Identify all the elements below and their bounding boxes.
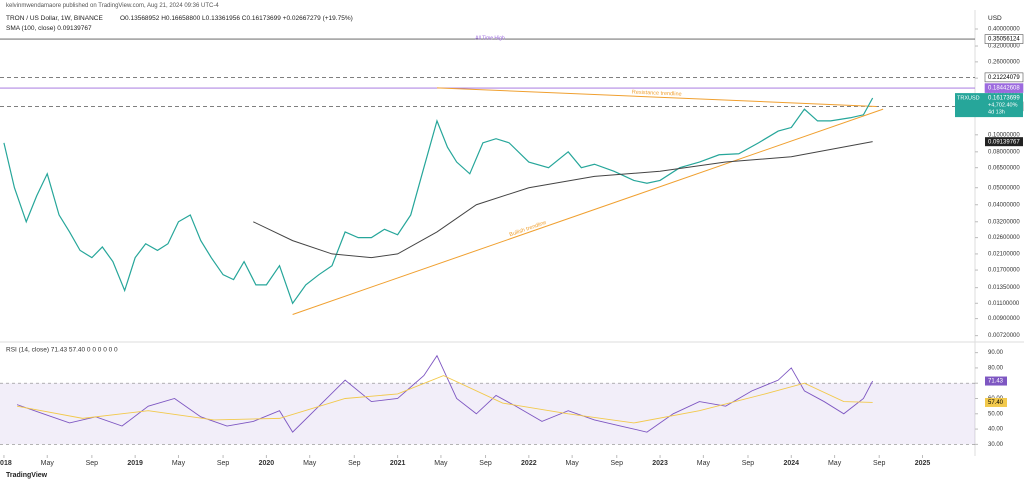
ohlc: O0.13568952 H0.16658800 L0.13361956 C0.1… bbox=[120, 15, 353, 22]
y-tick-label: 0.01100000 bbox=[988, 301, 1020, 307]
last-price: 0.16173699 bbox=[988, 96, 1020, 102]
y-tick-label: 0.02600000 bbox=[988, 235, 1020, 241]
y-tick-label: 0.08000000 bbox=[988, 149, 1020, 155]
rsi-label-bg bbox=[985, 376, 1007, 386]
trendline-label: Resistance trendline bbox=[632, 90, 682, 98]
x-tick-label: May bbox=[303, 460, 317, 467]
x-tick-label: May bbox=[566, 460, 580, 467]
price-line bbox=[3, 97, 874, 305]
y-tick-label: 0.00900000 bbox=[988, 316, 1020, 322]
chart: 2018 May Sep 2019 May Sep 2020 May Sep 2021 May Sep… bbox=[0, 10, 1024, 467]
y-tick-label: 0.10000000 bbox=[988, 132, 1020, 138]
rsi-label: 57.40 bbox=[988, 400, 1004, 406]
price-label: 0.21224079 bbox=[988, 75, 1020, 81]
x-tick-label: Sep bbox=[479, 460, 492, 467]
price-label-bg bbox=[984, 83, 1024, 93]
level-name: All Time High bbox=[475, 35, 505, 41]
y-tick-label: 40.00 bbox=[988, 427, 1004, 433]
x-tick-label: May bbox=[697, 460, 711, 467]
trendline bbox=[436, 87, 877, 107]
y-tick-label: 0.32000000 bbox=[988, 44, 1020, 50]
x-tick-label: Sep bbox=[611, 460, 624, 467]
x-tick-label: Sep bbox=[217, 460, 230, 467]
y-tick-label: 0.02100000 bbox=[988, 252, 1020, 258]
x-tick-label: Sep bbox=[742, 460, 755, 467]
y-tick-label: 0.00720000 bbox=[988, 333, 1020, 339]
x-tick-label: Sep bbox=[86, 460, 99, 467]
rsi-title: RSI (14, close) 71.43 57.40 0 0 0 0 0 0 bbox=[6, 347, 118, 354]
rsi-band bbox=[0, 383, 975, 445]
price-label-bg bbox=[984, 72, 1024, 83]
last-price-bg bbox=[955, 93, 1023, 118]
y-tick-label: 0.05000000 bbox=[988, 185, 1020, 191]
y-tick-label: 0.03200000 bbox=[988, 219, 1020, 225]
y-tick-label: 80.00 bbox=[988, 366, 1004, 372]
y-tick-label: 0.01350000 bbox=[988, 285, 1020, 291]
x-tick-label: Sep bbox=[873, 460, 886, 467]
footer: TradingView bbox=[6, 472, 48, 479]
sma-line bbox=[253, 141, 873, 259]
countdown: 4d 13h bbox=[988, 110, 1005, 116]
y-tick-label: 0.01700000 bbox=[988, 268, 1020, 274]
y-tick-label: 30.00 bbox=[988, 442, 1004, 448]
y-tick-label: 0.40000000 bbox=[988, 27, 1020, 33]
x-tick-label: 2023 bbox=[652, 460, 668, 467]
rsi-line bbox=[16, 354, 874, 433]
price-label: 0.35056124 bbox=[988, 37, 1020, 43]
x-tick-label: May bbox=[41, 460, 55, 467]
sma-legend: SMA (100, close) 0.09139767 bbox=[6, 25, 92, 32]
y-tick-label: 0.04000000 bbox=[988, 202, 1020, 208]
x-tick-label: 2024 bbox=[783, 460, 799, 467]
x-tick-label: 2021 bbox=[390, 460, 406, 467]
x-tick-label: 2022 bbox=[521, 460, 537, 467]
price-label-bg bbox=[984, 34, 1024, 44]
rsi-ma-line bbox=[16, 375, 873, 424]
price-label: 0.18442608 bbox=[988, 86, 1020, 92]
x-tick-label: 2018 bbox=[0, 460, 12, 467]
symbol: TRON / US Dollar, 1W, BINANCE bbox=[6, 15, 103, 22]
y-tick-label: 0.26000000 bbox=[988, 59, 1020, 65]
x-tick-label: 2020 bbox=[259, 460, 275, 467]
x-tick-label: May bbox=[828, 460, 842, 467]
x-tick-label: 2025 bbox=[915, 460, 931, 467]
currency: USD bbox=[988, 15, 1002, 22]
x-tick-label: May bbox=[434, 460, 448, 467]
rsi-label-bg bbox=[985, 397, 1007, 407]
y-tick-label: 50.00 bbox=[988, 411, 1004, 417]
last-price-symbol: TRXUSD bbox=[957, 96, 980, 102]
trendline bbox=[292, 108, 884, 315]
y-tick-label: 90.00 bbox=[988, 350, 1004, 356]
publisher: kelvinmwendamaore published on TradingVi… bbox=[6, 3, 219, 9]
x-tick-label: May bbox=[172, 460, 186, 467]
x-tick-label: 2019 bbox=[127, 460, 143, 467]
rsi-label: 71.43 bbox=[988, 379, 1004, 385]
sma-label-bg bbox=[985, 137, 1023, 147]
x-tick-label: Sep bbox=[348, 460, 361, 467]
y-tick-label: 0.06500000 bbox=[988, 165, 1020, 171]
sma-label: 0.09139767 bbox=[988, 139, 1020, 145]
last-change: +4,702.40% bbox=[988, 103, 1018, 109]
trendline-label: Bullish trendline bbox=[509, 220, 548, 238]
